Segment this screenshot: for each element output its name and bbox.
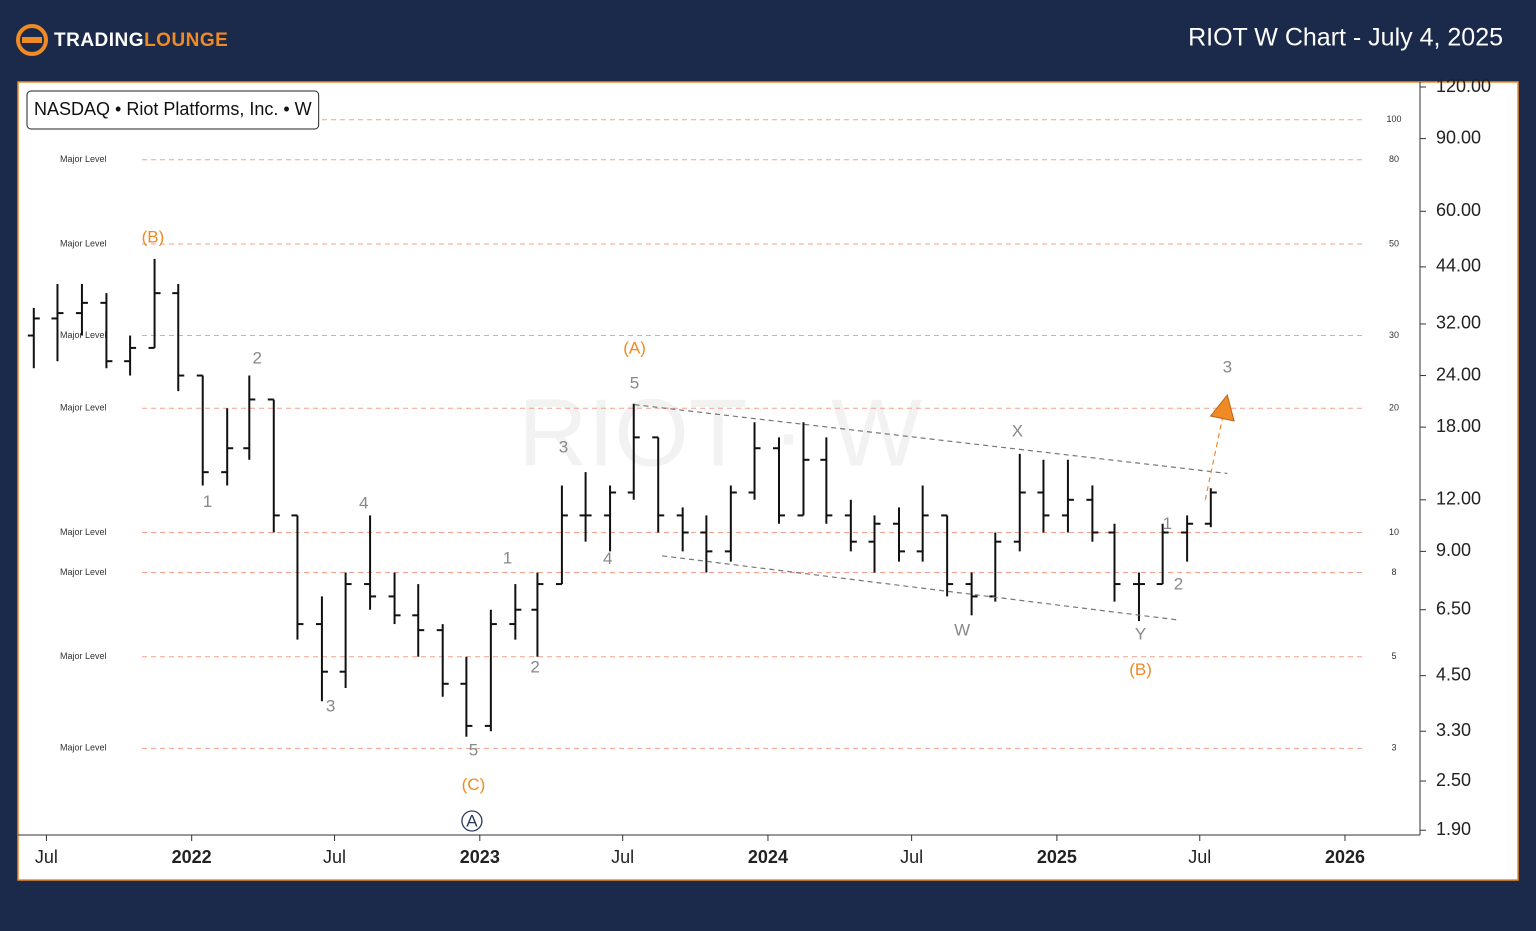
x-tick-label: Jul [611,847,634,867]
y-tick-label: 4.50 [1436,664,1471,684]
x-tick-label: Jul [323,847,346,867]
level-value: 50 [1389,238,1399,248]
y-tick-label: 1.90 [1436,819,1471,839]
y-tick-label: 44.00 [1436,256,1481,276]
y-tick-label: 90.00 [1436,127,1481,147]
info-box [26,90,320,130]
y-tick-label: 3.30 [1436,720,1471,740]
y-tick-label: 12.00 [1436,489,1481,509]
wave-label: W [954,620,970,639]
wave-label: 2 [530,658,539,677]
wave-label: 2 [252,348,261,367]
x-tick-label: 2024 [748,847,788,867]
wave-label: (B) [142,227,165,246]
level-name: Major Level [60,567,107,577]
annotation-circle [461,810,483,832]
level-value: 20 [1389,403,1399,413]
chart-frame [17,81,1519,881]
x-tick-label: Jul [1188,847,1211,867]
level-value: 5 [1391,651,1396,661]
logo: TRADINGLOUNGE [16,24,228,56]
x-tick-label: 2026 [1325,847,1365,867]
trend-line [662,555,1178,621]
brand-a: TRADING [54,30,144,51]
level-name: Major Level [60,743,107,753]
plot: 100 80 Major Level 50 Major Level 30 Major Lev… [27,114,1402,832]
x-tick-label: 2025 [1037,847,1077,867]
y-tick-label: 24.00 [1436,364,1481,384]
level-name: Major Level [60,330,107,340]
y-tick-label: 120.00 [1436,76,1491,96]
level-name: Major Level [60,527,107,537]
wave-label: 1 [203,492,212,511]
wave-label: 3 [559,438,568,457]
level-name: Major Level [60,403,107,413]
wave-label: 4 [603,549,612,568]
level-name: Major Level [60,651,107,661]
wave-label: (B) [1129,660,1152,679]
wave-label: 3 [326,696,335,715]
x-tick-label: 2022 [172,847,212,867]
x-tick-label: Jul [35,847,58,867]
y-tick-label: 6.50 [1436,598,1471,618]
wave-label: 5 [469,741,478,760]
wave-label: 2 [1174,574,1183,593]
y-tick-label: 18.00 [1436,416,1481,436]
wave-label: (C) [462,775,486,794]
brand-b: LOUNGE [144,30,228,51]
wave-label: A [466,812,478,831]
y-tick-label: 9.00 [1436,540,1471,560]
level-value: 10 [1389,527,1399,537]
watermark: RIOT · W [518,379,922,486]
wave-label: Y [1135,625,1146,644]
level-value: 80 [1389,154,1399,164]
wave-label: X [1012,422,1023,441]
logo-bar [22,37,42,43]
level-value: 100 [1386,114,1401,124]
level-name: Major Level [60,154,107,164]
y-tick-label: 2.50 [1436,770,1471,790]
level-value: 8 [1391,567,1396,577]
wave-label: 1 [1163,514,1172,533]
x-tick-label: Jul [900,847,923,867]
level-value: 30 [1389,330,1399,340]
wave-label: 1 [503,548,512,567]
page-title: RIOT W Chart - July 4, 2025 [1188,24,1503,52]
wave-label: 3 [1223,357,1232,376]
y-tick-label: 32.00 [1436,313,1481,333]
trend-line [634,404,1228,475]
arrow-head [1209,393,1235,422]
y-tick-label: 60.00 [1436,200,1481,220]
logo-icon [16,24,48,56]
wave-label: 5 [630,374,639,393]
level-value: 3 [1391,743,1396,753]
brand: TRADINGLOUNGE [54,30,228,51]
wave-label: 4 [359,493,368,512]
wave-label: (A) [623,338,646,357]
info-text: NASDAQ • Riot Platforms, Inc. • W [34,99,312,119]
x-tick-label: 2023 [460,847,500,867]
level-name: Major Level [60,238,107,248]
